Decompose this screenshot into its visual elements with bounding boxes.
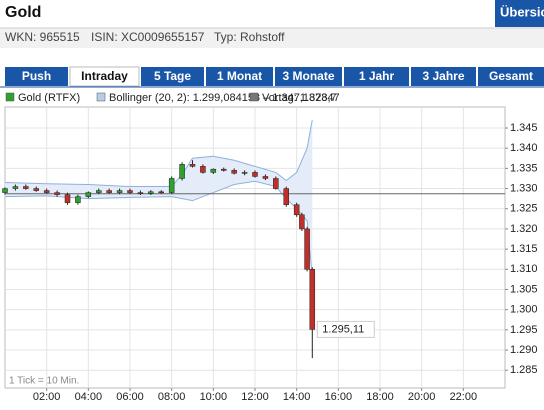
candle-body (106, 190, 112, 193)
candle-body (2, 188, 8, 193)
overview-label[interactable]: Übersic (500, 4, 544, 19)
legend-label: Gold (RTFX) (18, 92, 80, 104)
candle-body (273, 178, 279, 189)
page-title: Gold (5, 4, 41, 21)
candle-body (75, 196, 81, 203)
tab[interactable] (478, 67, 544, 86)
tab[interactable] (5, 67, 68, 86)
tab[interactable] (206, 67, 273, 86)
legend-swatch (5, 92, 15, 102)
candle-body (127, 190, 133, 193)
info-isin: ISIN: XC0009655157 (91, 30, 205, 44)
tab[interactable] (275, 67, 342, 86)
y-tick-label: 1.340 (510, 142, 538, 154)
candle-body (33, 188, 39, 191)
last-price-label: 1.295,11 (322, 323, 364, 335)
tab-label[interactable]: Intraday (81, 69, 128, 83)
info-bar (0, 28, 544, 48)
tab-label[interactable]: 1 Monat (217, 69, 262, 83)
x-tick-label: 18:00 (366, 391, 394, 403)
candle-body (96, 190, 102, 193)
y-tick-label: 1.315 (510, 243, 538, 255)
legend-label: Bollinger (20, 2): 1.299,084153 – 1.347,… (109, 92, 340, 104)
y-tick-label: 1.310 (510, 263, 538, 275)
legend-swatch (96, 92, 106, 102)
y-tick-label: 1.320 (510, 223, 538, 235)
x-tick-label: 22:00 (450, 391, 478, 403)
band-line (4, 119, 313, 188)
candle-body (293, 204, 300, 216)
x-tick-label: 08:00 (158, 391, 186, 403)
footnote: 1 Tick = 10 Min. (9, 376, 79, 387)
candle-body (54, 192, 60, 195)
candle-body (231, 170, 237, 174)
x-tick-label: 04:00 (75, 391, 103, 403)
candle-body (64, 194, 71, 203)
candle-body (23, 186, 29, 189)
y-tick-label: 1.285 (510, 364, 538, 376)
y-tick-label: 1.325 (510, 203, 538, 215)
info-type: Typ: Rohstoff (214, 30, 285, 44)
tab-label[interactable]: Push (22, 69, 51, 83)
candle-body (252, 172, 258, 177)
y-tick-label: 1.335 (510, 162, 538, 174)
tab[interactable] (141, 67, 204, 86)
candle-body (189, 164, 196, 167)
candle-body (158, 191, 164, 194)
candle-body (168, 178, 175, 193)
tab-label[interactable]: Gesamt (489, 69, 533, 83)
candle-body (179, 164, 185, 179)
x-tick-label: 02:00 (33, 391, 61, 403)
legend-label: Vortag: 1.328,7 (262, 92, 337, 104)
x-tick-label: 16:00 (325, 391, 353, 403)
x-tick-label: 06:00 (116, 391, 144, 403)
candle-body (309, 269, 316, 330)
y-tick-label: 1.295 (510, 324, 538, 336)
candle-body (200, 166, 206, 173)
tab[interactable] (344, 67, 409, 86)
candle-body (148, 191, 154, 194)
tab-label[interactable]: 5 Tage (154, 69, 191, 83)
candle-body (85, 192, 92, 197)
y-tick-label: 1.290 (510, 344, 538, 356)
x-tick-label: 14:00 (283, 391, 311, 403)
y-tick-label: 1.345 (510, 122, 538, 134)
tab[interactable] (411, 67, 476, 86)
tab[interactable] (69, 66, 140, 87)
x-tick-label: 12:00 (241, 391, 269, 403)
y-tick-label: 1.330 (510, 182, 538, 194)
x-tick-label: 10:00 (200, 391, 228, 403)
info-wkn: WKN: 965515 (5, 30, 80, 44)
y-tick-label: 1.300 (510, 304, 538, 316)
last-price-box (316, 320, 375, 338)
candle-body (241, 172, 248, 174)
candle-body (283, 188, 289, 205)
candle-body (43, 190, 50, 193)
overview-button[interactable] (495, 0, 544, 27)
tab-label[interactable]: 1 Jahr (359, 69, 395, 83)
candle-body (137, 192, 144, 194)
candle-body (12, 186, 19, 189)
candle-body (304, 228, 310, 270)
tab-label[interactable]: 3 Jahre (422, 69, 464, 83)
band-line (4, 180, 313, 278)
tab-label[interactable]: 3 Monate (282, 69, 334, 83)
candle-body (116, 190, 123, 193)
candle-body (299, 214, 305, 230)
candle-body (262, 176, 269, 179)
candle-body (221, 168, 227, 171)
y-tick-label: 1.305 (510, 283, 538, 295)
x-tick-label: 20:00 (408, 391, 436, 403)
legend-swatch (249, 92, 259, 102)
candle-body (210, 168, 217, 173)
